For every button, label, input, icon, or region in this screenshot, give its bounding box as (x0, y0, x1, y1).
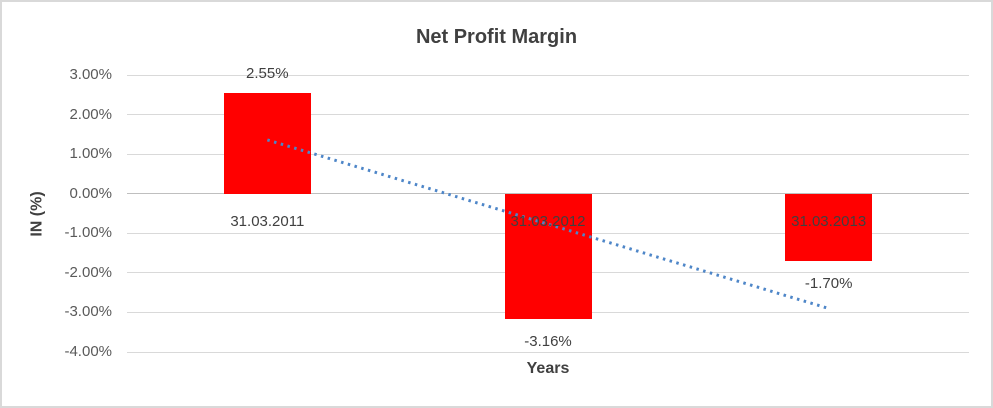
y-axis-tick-label: -1.00% (64, 224, 112, 242)
category-label: 31.03.2013 (791, 212, 867, 230)
x-axis-title: Years (526, 360, 570, 377)
bar-data-label: -3.16% (524, 332, 572, 350)
bar (223, 92, 311, 194)
bar-data-label: 2.55% (246, 64, 289, 82)
gridline (127, 114, 969, 116)
y-axis-tick-label: 1.00% (69, 145, 112, 163)
y-axis-tick-label: -3.00% (64, 303, 112, 321)
category-label: 31.03.2011 (230, 212, 305, 230)
chart-title: Net Profit Margin (415, 26, 578, 48)
category-label: 31.03.2012 (510, 212, 586, 230)
gridline (127, 351, 969, 353)
y-axis-tick-label: 2.00% (69, 105, 112, 123)
y-axis-tick-label: -2.00% (64, 263, 112, 281)
gridline (127, 74, 969, 76)
y-axis-tick-label: 0.00% (69, 184, 112, 202)
y-axis-tick-label: 3.00% (69, 66, 112, 83)
bar-data-label: -1.70% (804, 274, 853, 292)
y-axis-tick-label: -4.00% (64, 343, 112, 360)
